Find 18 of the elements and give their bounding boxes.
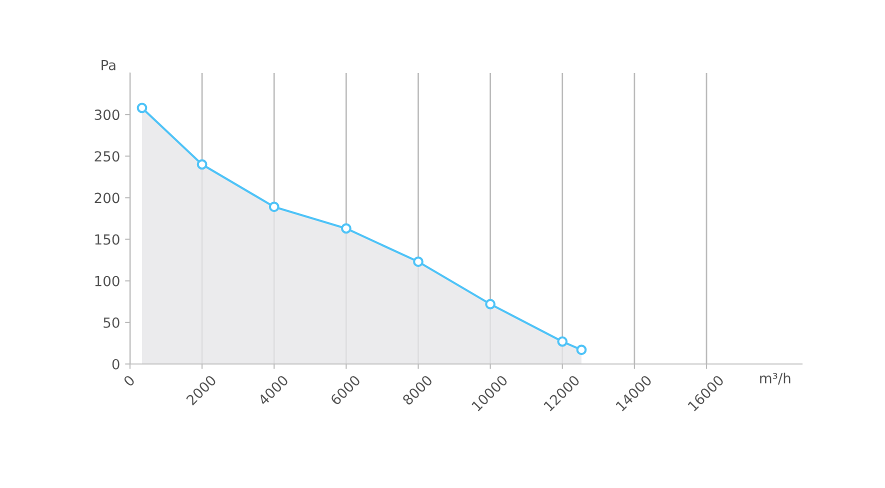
point: [196, 159, 208, 170]
point: [413, 256, 424, 267]
x-axis-title: m³/h: [760, 372, 790, 385]
point: [136, 102, 148, 114]
y-tick-label: 200: [94, 192, 120, 204]
point: [557, 336, 568, 347]
y-tick-label: 150: [95, 234, 120, 245]
point: [485, 298, 496, 310]
y-tick-label: 0: [112, 358, 120, 370]
point: [576, 344, 587, 356]
y-axis-title: Pa: [102, 60, 116, 70]
point: [340, 223, 352, 234]
y-tick-label: 300: [94, 110, 120, 120]
y-tick-label: 50: [104, 317, 120, 328]
point: [268, 202, 280, 212]
x-tick-label: 0: [122, 374, 136, 387]
y-tick-label: 100: [95, 276, 120, 286]
y-tick-label: 250: [94, 151, 120, 162]
